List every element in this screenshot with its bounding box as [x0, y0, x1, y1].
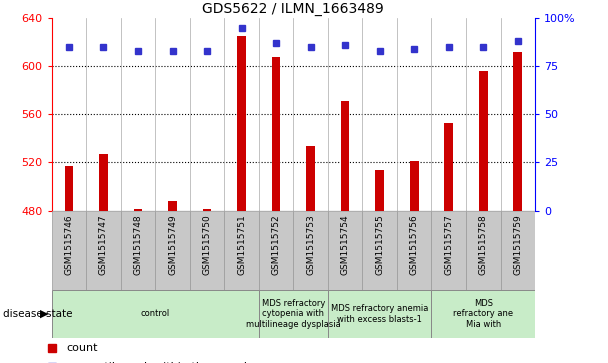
Text: control: control	[140, 310, 170, 318]
Text: ▶: ▶	[40, 309, 49, 319]
Bar	[341, 101, 350, 211]
Text: GSM1515755: GSM1515755	[375, 215, 384, 275]
Text: MDS refractory
cytopenia with
multilineage dysplasia: MDS refractory cytopenia with multilinea…	[246, 299, 340, 329]
Bar	[134, 209, 142, 211]
Text: count: count	[66, 343, 98, 354]
Text: MDS
refractory ane
Mia with: MDS refractory ane Mia with	[453, 299, 513, 329]
Bar	[466, 211, 500, 290]
Bar	[64, 166, 73, 211]
Text: MDS refractory anemia
with excess blasts-1: MDS refractory anemia with excess blasts…	[331, 304, 429, 324]
Bar	[121, 211, 155, 290]
Bar	[500, 211, 535, 290]
Text: GSM1515759: GSM1515759	[513, 215, 522, 275]
Bar	[99, 154, 108, 211]
Bar	[52, 211, 86, 290]
Text: disease state: disease state	[3, 309, 72, 319]
Bar	[190, 211, 224, 290]
Text: GSM1515757: GSM1515757	[444, 215, 453, 275]
Bar	[328, 211, 362, 290]
Bar	[306, 146, 315, 211]
Text: percentile rank within the sample: percentile rank within the sample	[66, 362, 254, 363]
Text: GSM1515748: GSM1515748	[134, 215, 142, 275]
Bar	[293, 211, 328, 290]
Bar	[52, 290, 259, 338]
Text: GSM1515749: GSM1515749	[168, 215, 177, 275]
Bar	[328, 290, 432, 338]
Bar	[202, 209, 212, 211]
Bar	[397, 211, 432, 290]
Text: GSM1515758: GSM1515758	[478, 215, 488, 275]
Bar	[410, 161, 418, 211]
Text: GSM1515754: GSM1515754	[340, 215, 350, 275]
Bar	[259, 290, 328, 338]
Bar	[432, 211, 466, 290]
Text: GSM1515747: GSM1515747	[99, 215, 108, 275]
Text: GSM1515750: GSM1515750	[202, 215, 212, 275]
Bar	[259, 211, 293, 290]
Bar	[237, 36, 246, 211]
Title: GDS5622 / ILMN_1663489: GDS5622 / ILMN_1663489	[202, 2, 384, 16]
Text: GSM1515751: GSM1515751	[237, 215, 246, 275]
Bar	[444, 123, 453, 211]
Bar	[155, 211, 190, 290]
Bar	[514, 52, 522, 211]
Text: GSM1515752: GSM1515752	[272, 215, 281, 275]
Bar	[168, 201, 177, 211]
Bar	[375, 170, 384, 211]
Bar	[272, 57, 280, 211]
Bar	[432, 290, 535, 338]
Text: GSM1515753: GSM1515753	[306, 215, 315, 275]
Bar	[362, 211, 397, 290]
Bar	[86, 211, 121, 290]
Bar	[479, 71, 488, 211]
Bar	[224, 211, 259, 290]
Text: GSM1515756: GSM1515756	[410, 215, 419, 275]
Text: GSM1515746: GSM1515746	[64, 215, 74, 275]
